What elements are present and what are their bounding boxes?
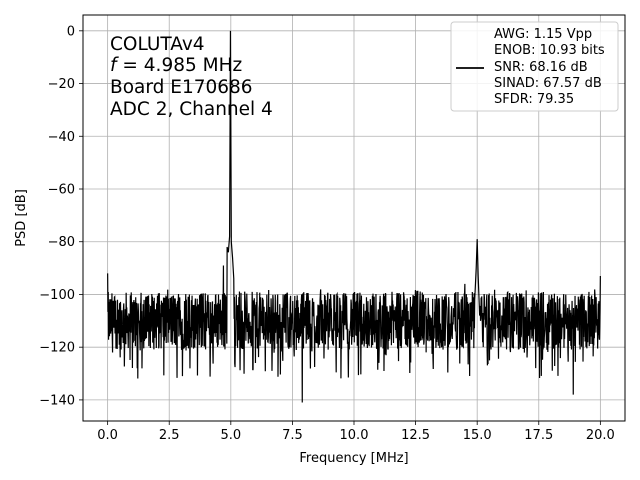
y-axis-label: PSD [dB] (14, 189, 29, 247)
annotation-device: COLUTAv4 (110, 34, 205, 55)
legend-sfdr: SFDR: 79.35 (494, 92, 574, 107)
x-tick-label: 2.5 (159, 428, 180, 443)
y-tick-label: −20 (48, 77, 75, 92)
y-tick-label: −140 (39, 393, 75, 408)
x-tick-label: 0.0 (97, 428, 118, 443)
legend: AWG: 1.15 Vpp ENOB: 10.93 bits SNR: 68.1… (450, 21, 619, 112)
y-tick-label: −100 (39, 288, 75, 303)
annotation-frequency: f = 4.985 MHz (110, 55, 242, 76)
x-axis-ticks: 0.0 2.5 5.0 7.5 10.0 12.5 15.0 17.5 20.0 (97, 421, 615, 443)
psd-trace (107, 30, 601, 403)
annotation-channel: ADC 2, Channel 4 (110, 99, 273, 120)
y-tick-label: −40 (48, 130, 75, 145)
x-tick-label: 17.5 (524, 428, 553, 443)
y-tick-label: −60 (48, 183, 75, 198)
y-tick-label: 0 (67, 24, 75, 39)
psd-series-line (107, 30, 601, 403)
frequency-value: = 4.985 MHz (122, 55, 242, 76)
frequency-symbol: f (110, 55, 119, 76)
x-tick-label: 7.5 (282, 428, 303, 443)
annotation-block: COLUTAv4 f = 4.985 MHz Board E170686 ADC… (110, 34, 273, 120)
y-tick-label: −80 (48, 235, 75, 250)
legend-sinad: SINAD: 67.57 dB (494, 76, 602, 91)
annotation-board: Board E170686 (110, 77, 253, 98)
legend-awg: AWG: 1.15 Vpp (494, 27, 592, 42)
x-tick-label: 20.0 (586, 428, 615, 443)
legend-enob: ENOB: 10.93 bits (494, 43, 605, 58)
x-tick-label: 15.0 (463, 428, 492, 443)
x-tick-label: 5.0 (220, 428, 241, 443)
legend-box (450, 21, 619, 112)
x-tick-label: 10.0 (340, 428, 369, 443)
x-tick-label: 12.5 (401, 428, 430, 443)
grid (83, 15, 625, 421)
x-axis-label: Frequency [MHz] (299, 451, 408, 466)
y-tick-label: −120 (39, 341, 75, 356)
y-axis-ticks: 0 −20 −40 −60 −80 −100 −120 −140 (39, 24, 83, 408)
legend-snr: SNR: 68.16 dB (494, 60, 588, 75)
